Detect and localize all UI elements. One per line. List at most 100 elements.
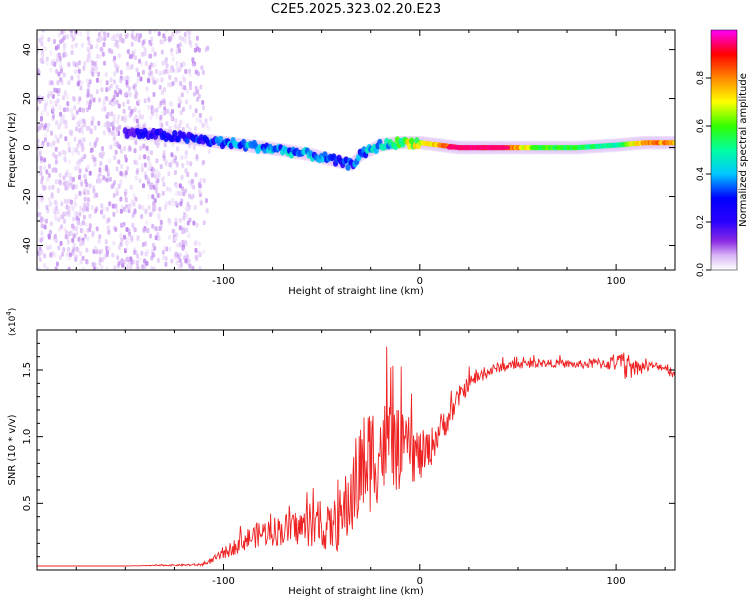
noise-blob [134, 93, 138, 99]
noise-blob [164, 59, 168, 64]
noise-blob [194, 254, 198, 260]
noise-blob [165, 121, 169, 126]
noise-blob [158, 226, 162, 231]
spec-y-tick-label: 0 [22, 144, 33, 150]
spectrogram-panel: -100 0 100 -40 -20 0 20 40 Height of straight … [7, 29, 676, 297]
noise-blob [43, 224, 47, 230]
noise-blob [53, 233, 57, 239]
noise-blob [50, 130, 53, 136]
noise-blob [143, 47, 147, 53]
noise-blob [56, 98, 60, 104]
noise-blob [166, 108, 170, 114]
noise-blob [38, 257, 42, 262]
noise-blob [79, 85, 83, 91]
noise-blob [199, 118, 203, 124]
noise-blob [184, 206, 188, 212]
noise-blob [55, 69, 59, 74]
noise-blob [37, 250, 40, 256]
noise-blob [39, 237, 43, 243]
noise-blob [81, 145, 85, 151]
noise-blob [45, 205, 49, 210]
noise-blob [140, 250, 144, 256]
noise-blob [120, 223, 124, 228]
noise-blob [103, 176, 107, 182]
noise-blob [184, 68, 188, 74]
noise-blob [193, 205, 197, 210]
noise-blob [106, 111, 110, 117]
noise-blob [125, 266, 129, 270]
noise-blob [197, 250, 201, 256]
noise-blob [181, 163, 185, 168]
noise-blob [105, 166, 109, 172]
noise-blob [39, 58, 43, 63]
noise-blob [131, 30, 135, 36]
svg-text:(x104): (x104) [5, 308, 18, 336]
spectrogram-frame [36, 29, 676, 271]
noise-blob [188, 143, 192, 149]
noise-blob [54, 134, 58, 140]
noise-blob [39, 217, 43, 223]
noise-blob [197, 47, 201, 53]
noise-blob [139, 145, 143, 151]
noise-blob [91, 233, 95, 238]
snr-multiplier-close: ) [8, 308, 18, 312]
noise-blob [175, 61, 179, 67]
noise-blob [76, 220, 80, 226]
noise-blob [60, 68, 63, 74]
noise-blob [122, 76, 126, 82]
noise-blob [148, 212, 152, 218]
noise-blob [58, 151, 62, 157]
noise-blob [70, 30, 74, 34]
noise-blob [157, 31, 161, 37]
colorbar-gradient [710, 29, 738, 271]
noise-blob [174, 251, 178, 257]
noise-blob [46, 141, 50, 147]
noise-blob [80, 42, 84, 48]
noise-blob [192, 91, 196, 97]
noise-blob [168, 162, 172, 168]
noise-blob [181, 239, 185, 245]
noise-blob [47, 122, 51, 128]
noise-blob [135, 160, 139, 166]
noise-blob [115, 84, 119, 90]
noise-blob [154, 78, 158, 83]
noise-blob [185, 99, 189, 105]
noise-blob [83, 187, 87, 193]
noise-blob [111, 36, 114, 41]
noise-blob [95, 89, 99, 95]
noise-blob [114, 131, 118, 137]
snr-multiplier-exponent: 4 [5, 311, 13, 316]
noise-blob [54, 100, 58, 105]
noise-blob [40, 122, 44, 128]
noise-blob [189, 43, 193, 49]
noise-blob [48, 185, 52, 191]
noise-blob [156, 142, 160, 148]
noise-blob [195, 89, 199, 95]
noise-blob [62, 72, 66, 78]
noise-blob [53, 87, 57, 93]
noise-blob [185, 123, 189, 129]
noise-blob [117, 114, 121, 120]
snr-multiplier-base: (x10 [8, 315, 18, 336]
noise-blob [70, 44, 74, 50]
noise-blob [186, 220, 190, 226]
noise-blob [97, 178, 101, 184]
noise-blob [100, 209, 104, 215]
noise-blob [194, 239, 198, 245]
noise-blob [87, 197, 90, 203]
noise-blob [104, 239, 108, 245]
noise-blob [112, 192, 116, 198]
noise-blob [103, 254, 107, 260]
noise-blob [134, 175, 138, 181]
noise-blob [148, 53, 151, 59]
noise-blob [83, 202, 86, 208]
noise-blob [57, 217, 61, 223]
spec-y-tick-label: -40 [22, 237, 33, 253]
noise-blob [123, 92, 127, 98]
noise-blob [83, 61, 87, 67]
noise-blob [175, 161, 179, 167]
noise-blob [197, 241, 201, 247]
noise-blob [198, 189, 202, 195]
noise-blob [185, 213, 189, 219]
noise-blob [194, 247, 198, 253]
